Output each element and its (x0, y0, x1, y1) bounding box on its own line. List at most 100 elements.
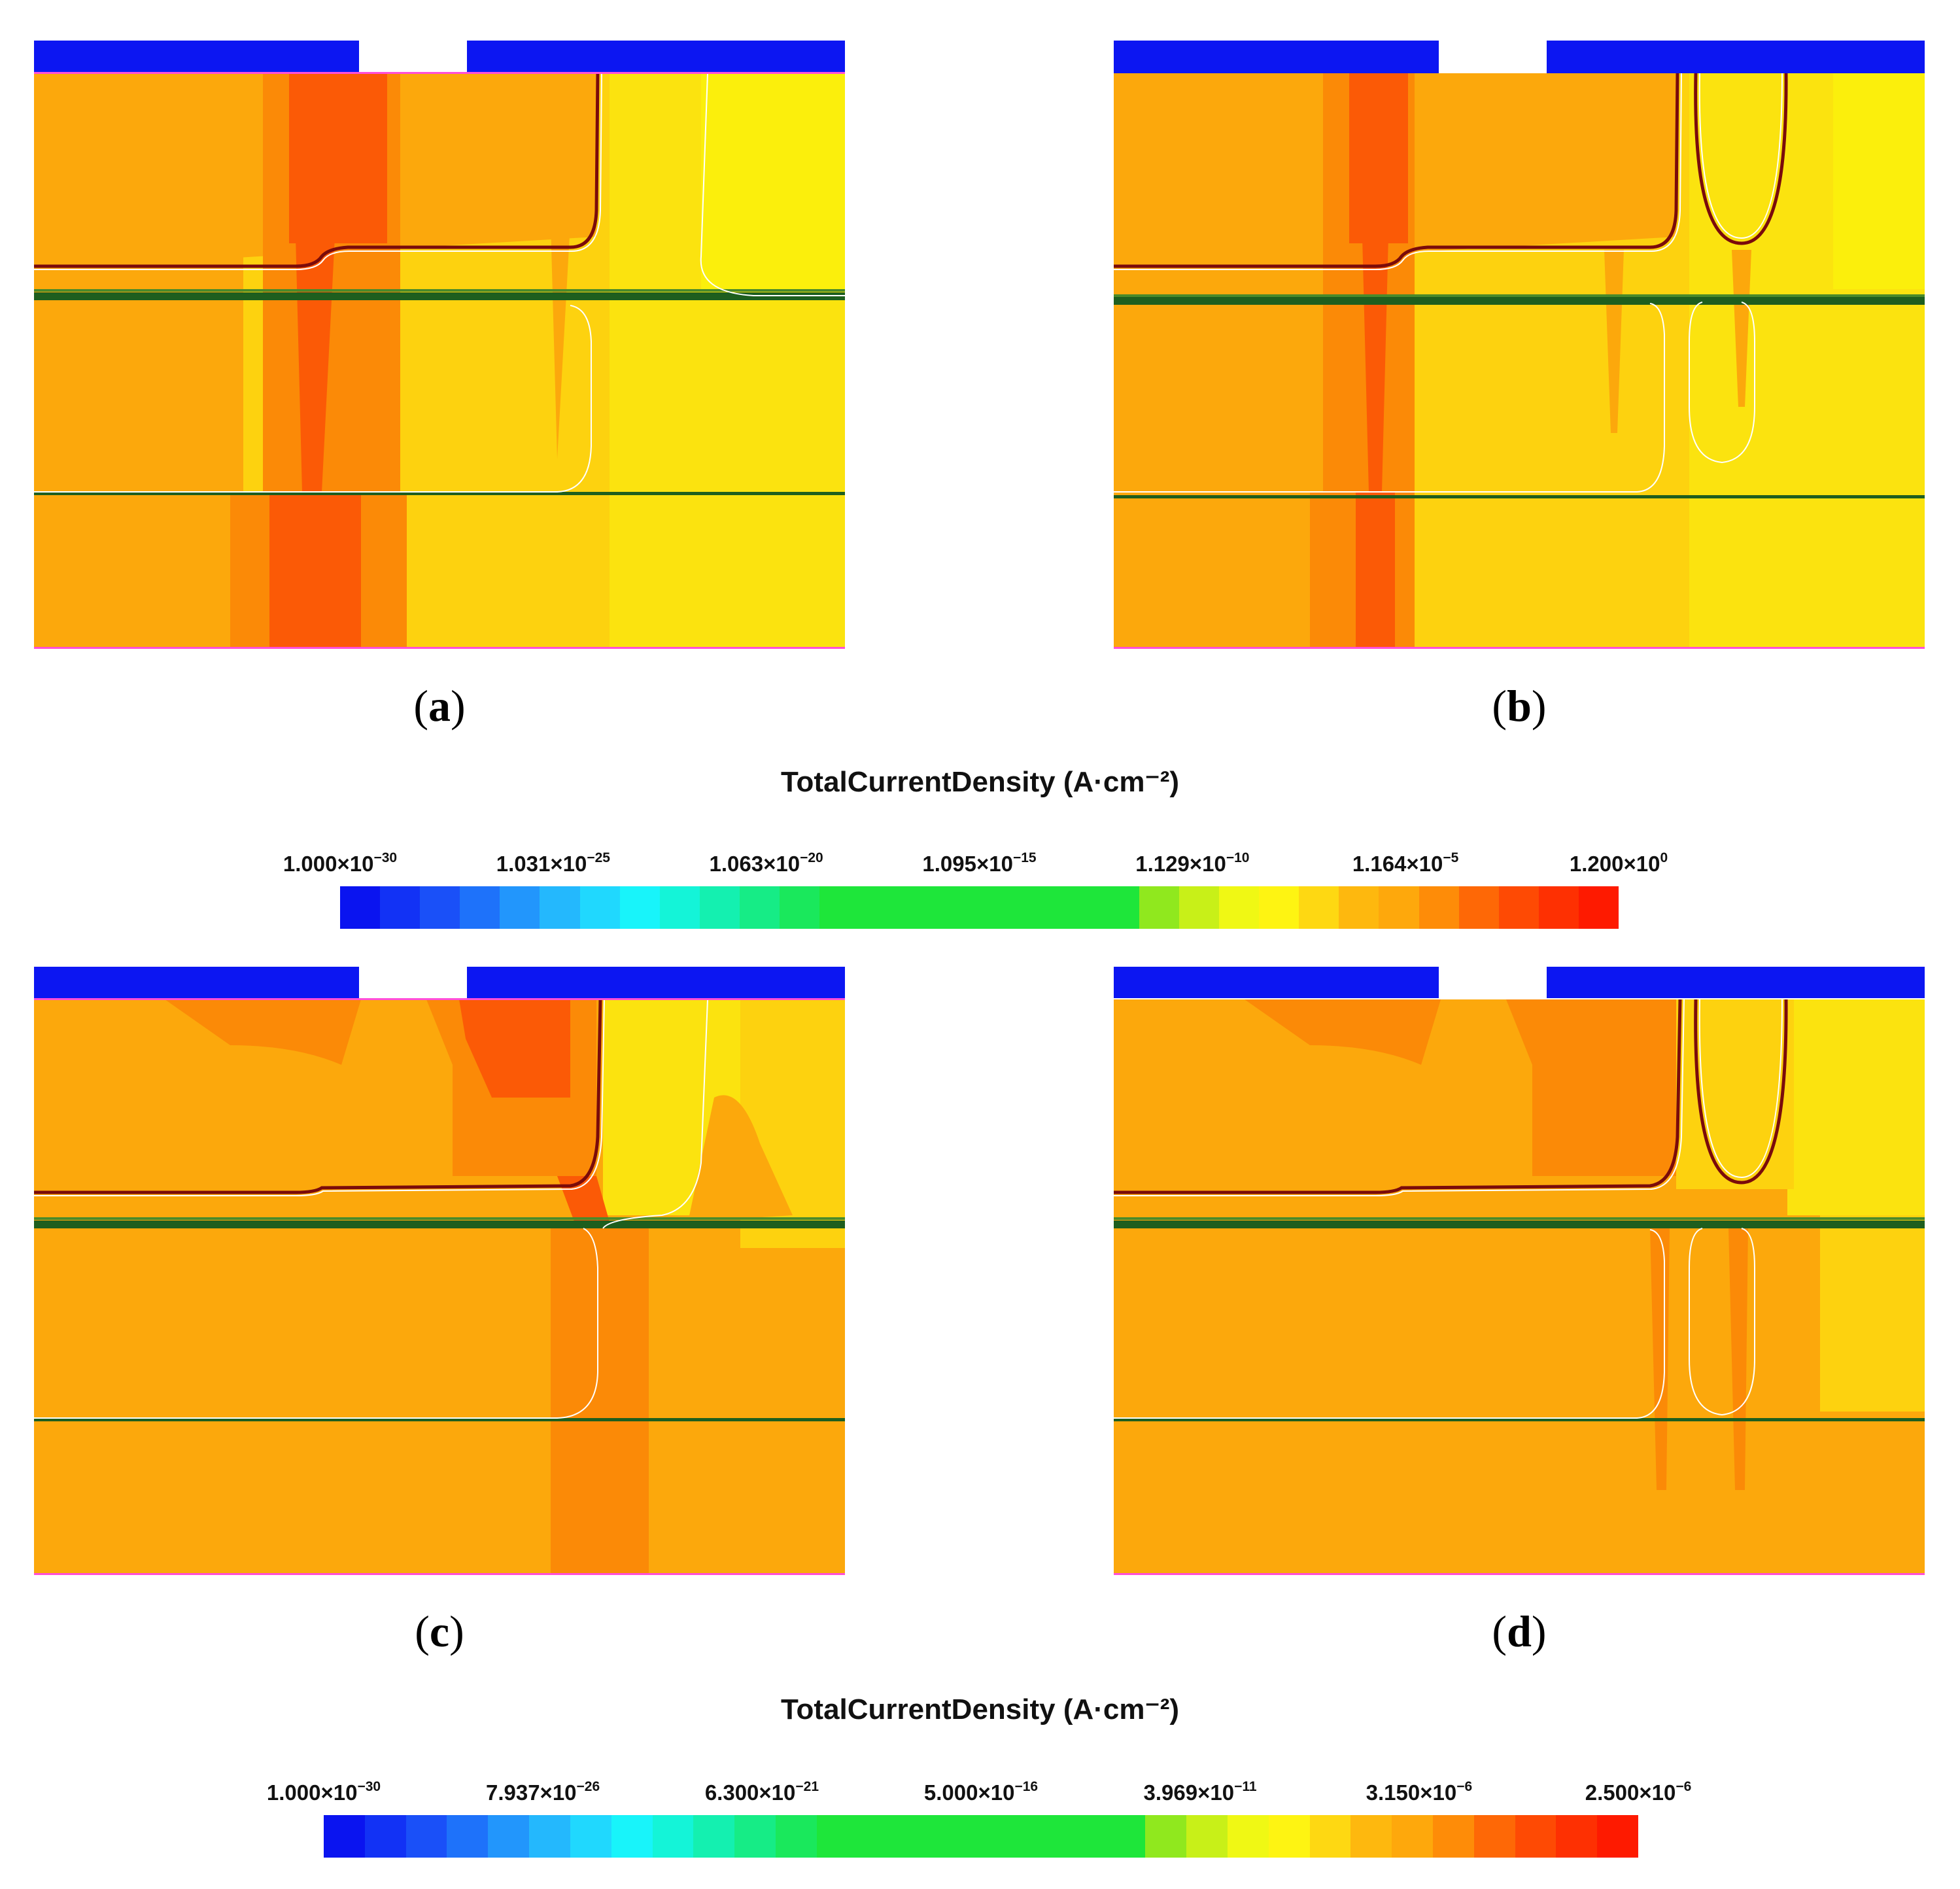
left-contact (34, 967, 359, 998)
colorbar-segment (1019, 886, 1059, 929)
colorbar-bottom-tick: 5.000×10−16 (923, 1779, 1039, 1805)
panel-b (1114, 41, 1925, 655)
colorbar-segment (1104, 1815, 1146, 1858)
colorbar-segment (1538, 886, 1579, 929)
panel-label-c: (c) (415, 1606, 464, 1656)
contour-plot-c (34, 967, 845, 1575)
colorbar-segment (1145, 1815, 1187, 1858)
colorbar-segment (380, 886, 421, 929)
colorbar-top-tick: 1.063×10−20 (709, 850, 823, 876)
colorbar-bottom-title: TotalCurrentDensity (A·cm⁻²) (780, 1693, 1180, 1725)
colorbar-segment (1227, 1815, 1269, 1858)
colorbar-top-tick: 1.164×10−5 (1352, 850, 1459, 876)
right-contact (467, 967, 845, 998)
colorbar-segment (940, 1815, 981, 1858)
colorbar-segment (939, 886, 980, 929)
colorbar-bottom-tick: 3.969×10−11 (1143, 1779, 1257, 1805)
colorbar-segment (1418, 886, 1459, 929)
colorbar-segment (1339, 886, 1379, 929)
colorbar-segment (1392, 1815, 1433, 1858)
colorbar-segment (1578, 886, 1619, 929)
colorbar-bottom-ticks: 1.000×10−30 7.937×10−26 6.300×10−21 5.00… (267, 1779, 1691, 1818)
colorbar-segment (1186, 1815, 1228, 1858)
colorbar-segment (819, 886, 860, 929)
colorbar-segment (979, 886, 1020, 929)
colorbar-top (340, 886, 1619, 929)
colorbar-bottom-tick: 2.500×10−6 (1585, 1779, 1692, 1805)
panel-a (34, 41, 845, 655)
colorbar-segment (734, 1815, 776, 1858)
colorbar-segment (579, 886, 620, 929)
colorbar-bottom-tick: 7.937×10−26 (485, 1779, 600, 1805)
colorbar-segment (1432, 1815, 1474, 1858)
right-contact (1547, 967, 1925, 998)
colorbar-segment (652, 1815, 694, 1858)
colorbar-segment (780, 886, 820, 929)
left-contact (34, 41, 359, 72)
colorbar-segment (857, 1815, 899, 1858)
colorbar-segment (899, 886, 940, 929)
panel-label-d: (d) (1492, 1606, 1547, 1656)
colorbar-segment (981, 1815, 1022, 1858)
colorbar-segment (775, 1815, 817, 1858)
colorbar-segment (340, 886, 381, 929)
colorbar-segment (500, 886, 540, 929)
colorbar-segment (1022, 1815, 1063, 1858)
colorbar-segment (529, 1815, 570, 1858)
left-contact (1114, 41, 1439, 73)
colorbar-top-tick: 1.000×10−30 (283, 850, 398, 876)
colorbar-segment (1309, 1815, 1351, 1858)
colorbar-top-tick: 1.200×100 (1569, 850, 1668, 876)
colorbar-top-ticks: 1.000×10−30 1.031×10−25 1.063×10−20 1.09… (283, 850, 1668, 890)
colorbar-segment (1458, 886, 1499, 929)
colorbar-segment (1099, 886, 1139, 929)
colorbar-segment (739, 886, 780, 929)
colorbar-segment (693, 1815, 735, 1858)
colorbar-segment (540, 886, 580, 929)
colorbar-segment (420, 886, 460, 929)
contour-plot-d (1114, 967, 1925, 1575)
colorbar-bottom (324, 1815, 1638, 1858)
colorbar-segment (1597, 1815, 1638, 1858)
colorbar-segment (699, 886, 740, 929)
colorbar-top-tick: 1.031×10−25 (496, 850, 610, 876)
colorbar-segment (659, 886, 700, 929)
colorbar-segment (1498, 886, 1539, 929)
colorbar-segment (570, 1815, 611, 1858)
panel-label-a: (a) (413, 681, 466, 731)
colorbar-segment (1063, 1815, 1105, 1858)
contour-plot-b (1114, 41, 1925, 649)
colorbar-segment (1556, 1815, 1598, 1858)
colorbar-bottom-tick: 6.300×10−21 (704, 1779, 819, 1805)
colorbar-segment (364, 1815, 406, 1858)
colorbar-segment (324, 1815, 365, 1858)
colorbar-segment (1219, 886, 1260, 929)
left-contact (1114, 967, 1439, 998)
colorbar-segment (1299, 886, 1339, 929)
panel-c (34, 967, 845, 1582)
colorbar-segment (488, 1815, 530, 1858)
colorbar-segment (816, 1815, 858, 1858)
colorbar-top-tick: 1.129×10−10 (1135, 850, 1250, 876)
colorbar-segment (899, 1815, 940, 1858)
colorbar-segment (619, 886, 660, 929)
colorbar-bottom-tick: 1.000×10−30 (266, 1779, 381, 1805)
colorbar-segment (1515, 1815, 1556, 1858)
colorbar-segment (1259, 886, 1299, 929)
colorbar-segment (1350, 1815, 1392, 1858)
colorbar-bottom-tick: 3.150×10−6 (1366, 1779, 1473, 1805)
contour-plot-a (34, 41, 845, 649)
colorbar-segment (859, 886, 900, 929)
right-contact (467, 41, 845, 72)
colorbar-top-tick: 1.095×10−15 (922, 850, 1037, 876)
colorbar-segment (460, 886, 500, 929)
colorbar-segment (1268, 1815, 1310, 1858)
colorbar-segment (611, 1815, 653, 1858)
right-contact (1547, 41, 1925, 73)
colorbar-segment (1059, 886, 1099, 929)
colorbar-segment (1379, 886, 1419, 929)
panel-d (1114, 967, 1925, 1582)
panel-label-b: (b) (1492, 681, 1547, 731)
colorbar-segment (447, 1815, 489, 1858)
colorbar-top-title: TotalCurrentDensity (A·cm⁻²) (780, 766, 1180, 798)
